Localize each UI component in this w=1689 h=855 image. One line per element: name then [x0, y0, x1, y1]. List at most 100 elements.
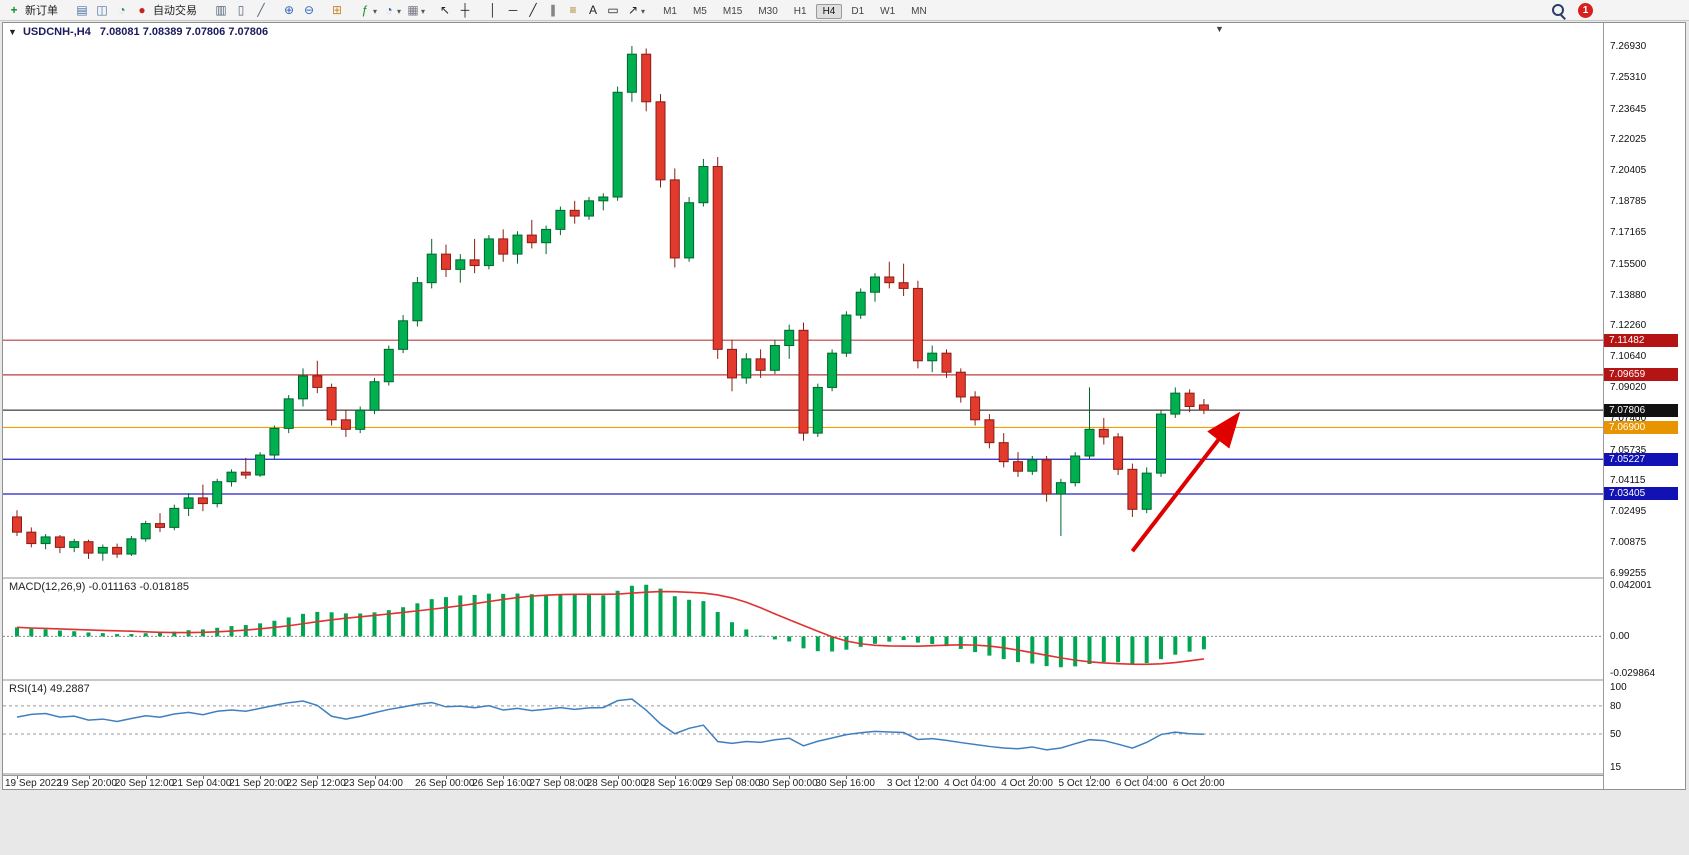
horizontal-line-icon[interactable]: ─ — [508, 3, 518, 17]
macd-axis-label: -0.029864 — [1610, 668, 1656, 679]
timeframe-button-m1[interactable]: M1 — [663, 6, 677, 17]
time-axis[interactable]: 19 Sep 2022 19 Sep 20:00 20 Sep 12:00 21 Se… — [3, 775, 1603, 792]
rsi-axis-label: 50 — [1610, 729, 1622, 741]
macd-axis-label: 0.00 — [1610, 631, 1630, 643]
rsi-axis-label: 100 — [1610, 682, 1627, 693]
autotrade-label[interactable]: 自动交易 — [153, 5, 197, 17]
timeframe-button-h4[interactable]: H4 — [815, 4, 843, 19]
text-icon[interactable]: A — [589, 3, 598, 17]
timeframe-button-m30[interactable]: M30 — [758, 6, 778, 17]
time-axis-tick — [560, 776, 562, 779]
cursor-icon[interactable]: ↖ — [440, 3, 451, 17]
chart-ohlc-values: 7.08081 7.08389 7.07806 7.07806 — [99, 26, 269, 38]
timeframe-button-mn[interactable]: MN — [911, 6, 927, 17]
time-axis-label: 3 Oct 12:00 — [886, 778, 939, 789]
time-axis-tick — [789, 776, 791, 779]
time-axis-tick — [917, 776, 919, 779]
autotrade-icon[interactable]: ● — [138, 3, 146, 17]
timeframe-button-h1[interactable]: H1 — [793, 6, 807, 17]
chart-shift-marker[interactable]: ▼ — [1215, 24, 1224, 34]
timeframe-button-m5[interactable]: M5 — [692, 6, 707, 17]
data-window-icon[interactable]: ◫ — [96, 3, 108, 17]
time-axis-label: 28 Sep 16:00 — [643, 778, 704, 789]
bar-chart-icon[interactable]: ▥ — [215, 3, 227, 17]
indicators-icon[interactable]: ƒ — [361, 3, 369, 17]
pane-separator[interactable] — [3, 577, 1685, 579]
periods-icon-dropdown[interactable]: ▾ — [397, 7, 402, 16]
vertical-line-icon[interactable]: │ — [489, 3, 497, 17]
line-chart-icon[interactable]: ╱ — [257, 3, 265, 17]
time-axis-tick — [446, 776, 447, 779]
time-axis-tick — [975, 776, 977, 779]
macd-indicator-canvas[interactable] — [3, 579, 1603, 679]
timeframe-button-w1[interactable]: W1 — [880, 6, 896, 17]
toolbar-right-group: 1 — [1551, 3, 1593, 18]
price-axis-label: 7.22025 — [1610, 134, 1647, 146]
time-axis-label: 27 Sep 08:00 — [529, 778, 589, 789]
new-order-button[interactable]: + — [10, 3, 18, 17]
price-chart-canvas[interactable] — [3, 23, 1603, 577]
macd-axis-label: 0.042001 — [1610, 580, 1652, 591]
time-axis-tick — [88, 776, 90, 779]
search-icon[interactable] — [1551, 3, 1566, 18]
price-axis-label: 7.18785 — [1610, 196, 1647, 208]
time-axis-label: 26 Sep 16:00 — [472, 778, 532, 789]
fibonacci-icon[interactable]: ≡ — [569, 3, 577, 17]
navigator-icon[interactable]: ◔ — [118, 3, 126, 17]
price-level-tag: 7.05227 — [1604, 452, 1678, 466]
templates-icon-dropdown[interactable]: ▾ — [421, 7, 426, 16]
price-axis-label: 6.99255 — [1610, 568, 1647, 579]
rsi-axis-label: 80 — [1610, 700, 1622, 712]
tile-windows-icon[interactable]: ⊞ — [331, 3, 343, 17]
price-axis-label: 7.09020 — [1610, 382, 1647, 394]
zoom-in-icon[interactable]: ⊕ — [283, 3, 295, 17]
time-axis-label: 21 Sep 04:00 — [171, 778, 232, 789]
rsi-axis-label: 15 — [1610, 762, 1622, 773]
chart-symbol-period: USDCNH-,H4 — [22, 26, 91, 38]
price-axis-label: 7.20405 — [1610, 165, 1647, 177]
price-axis-label: 7.12260 — [1610, 320, 1647, 332]
templates-icon[interactable]: ▦ — [407, 3, 419, 17]
trendline-icon[interactable]: ╱ — [529, 3, 537, 17]
price-level-tag: 7.03405 — [1604, 487, 1678, 501]
price-level-tag: 7.07806 — [1604, 403, 1678, 417]
trend-arrow-annotation[interactable] — [1130, 411, 1241, 553]
timeframe-button-m15[interactable]: M15 — [722, 6, 743, 17]
toolbar-icon-groups: + 新订单 ▤ ◫ ◔ ● 自动交易 ▥ ▯ ╱ ⊕ ⊖ ⊞ ƒ ▾ ◔ ▾ ▦ ▾ ↖ ┼ │ ─ ╱ ∥ ≡ A ▭ ↗ ▾ — [4, 1, 655, 19]
time-axis-label: 4 Oct 04:00 — [944, 778, 996, 789]
text-label-icon[interactable]: ▭ — [607, 3, 619, 17]
pane-separator[interactable] — [3, 679, 1685, 681]
candlestick-chart-icon[interactable]: ▯ — [237, 3, 245, 17]
time-axis-label: 20 Sep 12:00 — [114, 778, 175, 789]
time-axis-tick — [260, 776, 262, 779]
time-axis-tick — [617, 776, 619, 779]
price-axis-label: 7.17165 — [1610, 226, 1647, 238]
time-axis-label: 19 Sep 20:00 — [57, 778, 118, 789]
time-axis-tick — [846, 776, 848, 779]
zoom-out-icon[interactable]: ⊖ — [303, 3, 315, 17]
price-axis-label: 7.15500 — [1610, 258, 1647, 270]
indicators-icon-dropdown[interactable]: ▾ — [373, 7, 378, 16]
one-click-trading-toggle[interactable]: ▼ — [8, 27, 17, 37]
arrows-icon[interactable]: ↗ — [628, 3, 639, 17]
timeframe-button-d1[interactable]: D1 — [851, 6, 865, 17]
time-axis-label: 26 Sep 00:00 — [415, 778, 475, 789]
price-axis-label: 7.00875 — [1610, 537, 1647, 549]
time-axis-label: 5 Oct 12:00 — [1058, 778, 1111, 789]
arrows-icon-dropdown[interactable]: ▾ — [641, 7, 646, 16]
rsi-indicator-canvas[interactable] — [3, 681, 1603, 773]
periods-icon[interactable]: ◔ — [385, 3, 393, 17]
price-axis-label: 7.05735 — [1610, 444, 1647, 456]
print-icon[interactable]: ▤ — [76, 3, 88, 17]
crosshair-icon[interactable]: ┼ — [460, 3, 470, 17]
time-axis-label: 6 Oct 04:00 — [1115, 778, 1168, 789]
channel-icon[interactable]: ∥ — [550, 3, 557, 17]
new-order-label[interactable]: 新订单 — [25, 5, 58, 17]
time-axis-label: 4 Oct 20:00 — [1001, 778, 1053, 789]
chart-window: ▼ USDCNH-,H4 7.08081 7.08389 7.07806 7.0… — [2, 22, 1686, 790]
pane-separator[interactable] — [3, 773, 1685, 775]
time-axis-tick — [17, 776, 18, 779]
price-axis[interactable]: 7.26930 7.25310 7.23645 7.22025 7.20405 7.187… — [1603, 23, 1685, 789]
notification-badge[interactable]: 1 — [1578, 3, 1593, 18]
price-axis-label: 7.02495 — [1610, 506, 1647, 518]
